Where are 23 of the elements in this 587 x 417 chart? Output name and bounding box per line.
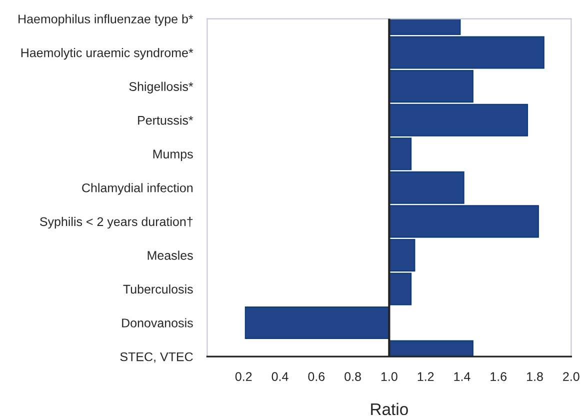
x-tick-label: 1.6 (490, 372, 507, 381)
y-tick-label: Donovanosis (122, 318, 193, 328)
y-tick-label: Haemophilus influenzae type b* (18, 14, 194, 26)
y-tick-label: Haemolytic uraemic syndrome* (21, 48, 194, 60)
x-tick-label: 2.0 (563, 372, 580, 381)
x-tick-label: 1.4 (454, 372, 470, 381)
y-tick-label: Tuberculosis (123, 284, 193, 294)
y-tick-label: Mumps (153, 150, 193, 161)
y-tick-label: Syphilis < 2 years duration† (40, 216, 192, 229)
x-tick-label: 0.6 (308, 372, 325, 381)
y-tick-label: Measles (148, 250, 193, 260)
x-axis-title: Ratio (371, 402, 408, 416)
y-tick-label: STEC, VTEC (120, 352, 193, 363)
bar (244, 306, 390, 340)
x-tick-label: 0.8 (344, 372, 361, 381)
y-tick-label: Chlamydial infection (82, 183, 193, 195)
y-tick-label: Shigellosis* (129, 82, 194, 94)
x-tick-label: 0.4 (272, 372, 288, 381)
x-tick-label: 1.8 (527, 372, 543, 381)
x-tick-label: 1.0 (381, 372, 398, 381)
x-tick-label: 0.2 (235, 372, 252, 381)
x-tick-label: 1.2 (418, 372, 434, 381)
y-tick-label: Pertussis* (138, 116, 194, 125)
